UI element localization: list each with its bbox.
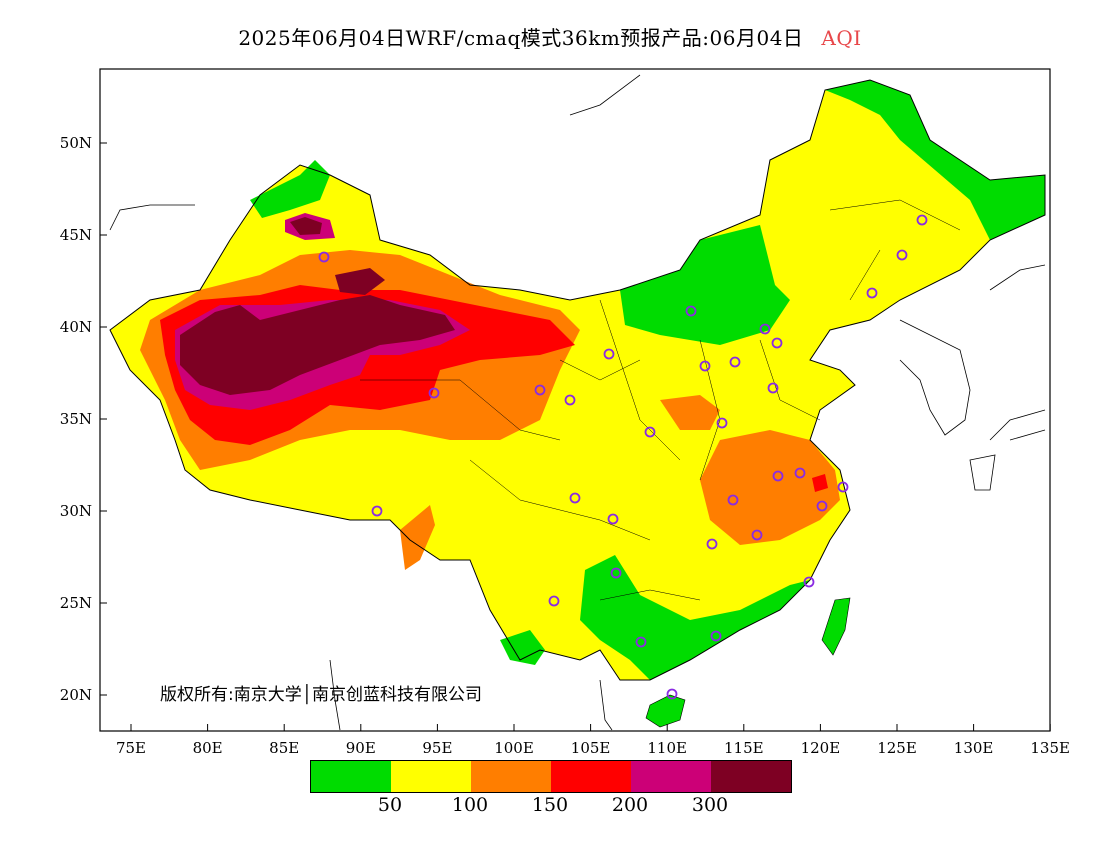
city-marker [534,384,546,396]
city-marker [837,481,849,493]
city-marker [548,595,560,607]
city-marker [428,387,440,399]
lat-tick-label: 30N [60,502,92,520]
copyright-notice: 版权所有:南京大学│南京创蓝科技有限公司 [160,685,482,705]
city-marker [644,426,656,438]
city-marker [569,492,581,504]
city-marker [767,382,779,394]
aqi-region-maroon [180,295,455,395]
city-marker [685,305,697,317]
china-outline [109,79,1046,681]
legend-label: 200 [611,794,649,816]
lon-tick-label: 90E [346,739,376,757]
city-marker [729,356,741,368]
title-main: 2025年06月04日WRF/cmaq模式36km预报产品:06月04日 [238,26,804,50]
legend-label: 100 [451,794,489,816]
city-marker [564,394,576,406]
lat-tick-label: 20N [60,686,92,704]
lon-tick-label: 100E [494,739,534,757]
lon-tick-label: 115E [724,739,764,757]
hainan-island [645,694,686,728]
vietnam-coast [329,659,613,731]
city-marker [803,576,815,588]
city-markers [318,214,928,700]
lon-tick-label: 75E [116,739,146,757]
lat-tick-label: 35N [60,410,92,428]
legend-swatch [471,761,551,792]
legend-label: 50 [377,794,403,816]
city-marker [866,287,878,299]
aqi-region-orange-north [660,395,720,430]
city-marker [896,249,908,261]
aqi-region-green-north [620,225,790,345]
city-marker [759,323,771,335]
city-marker [635,636,647,648]
lon-tick-label: 130E [954,739,994,757]
legend-swatch [551,761,631,792]
lon-tick-label: 85E [269,739,299,757]
city-marker [751,529,763,541]
aqi-region-red-east [812,474,828,492]
city-marker [607,513,619,525]
city-marker [710,630,722,642]
aqi-legend [310,760,792,793]
legend-label: 300 [691,794,729,816]
legend-swatch [711,761,791,792]
latitude-axis: 50N 45N 40N 35N 30N 25N 20N [60,134,107,704]
lon-tick-label: 120E [801,739,841,757]
japan-coast [969,409,1046,491]
city-marker [816,500,828,512]
city-marker [318,251,330,263]
longitude-axis: 75E 80E 85E 90E 95E 100E 105E 110E 115E 120E 125E 1… [116,724,1070,757]
aqi-region-green-northeast [825,80,1045,240]
city-marker [603,348,615,360]
aqi-region-maroon-north [335,268,385,295]
legend-swatch [311,761,391,792]
city-marker [772,470,784,482]
title-variable: AQI [821,26,862,50]
city-marker [771,337,783,349]
map-title: 2025年06月04日WRF/cmaq模式36km预报产品:06月04日 AQI [0,22,1100,51]
aqi-region-maroon-nw [290,217,322,235]
aqi-region-orange-east [700,430,840,545]
russia-coast [109,74,1046,291]
city-marker [666,688,678,700]
aqi-region-green-sw [500,630,545,665]
city-marker [610,567,622,579]
korea-coast [899,319,971,436]
city-marker [716,417,728,429]
aqi-region-yellow [110,80,1045,680]
city-marker [727,494,739,506]
city-marker [699,360,711,372]
city-marker [371,505,383,517]
legend-label: 150 [531,794,569,816]
lon-tick-label: 95E [422,739,452,757]
lon-tick-label: 125E [877,739,917,757]
aqi-region-orange-tibet [400,505,435,570]
lon-tick-label: 135E [1030,739,1070,757]
lat-tick-label: 45N [60,226,92,244]
legend-swatch [631,761,711,792]
lon-tick-label: 105E [571,739,611,757]
aqi-region-green-nw [250,160,330,218]
city-marker [794,467,806,479]
taiwan-island [821,597,851,656]
legend-swatch [391,761,471,792]
lon-tick-label: 110E [647,739,687,757]
city-marker [706,538,718,550]
lat-tick-label: 40N [60,318,92,336]
city-marker [916,214,928,226]
aqi-region-green-south [580,555,810,680]
province-borders [360,199,961,601]
lat-tick-label: 25N [60,594,92,612]
lon-tick-label: 80E [193,739,223,757]
lat-tick-label: 50N [60,134,92,152]
